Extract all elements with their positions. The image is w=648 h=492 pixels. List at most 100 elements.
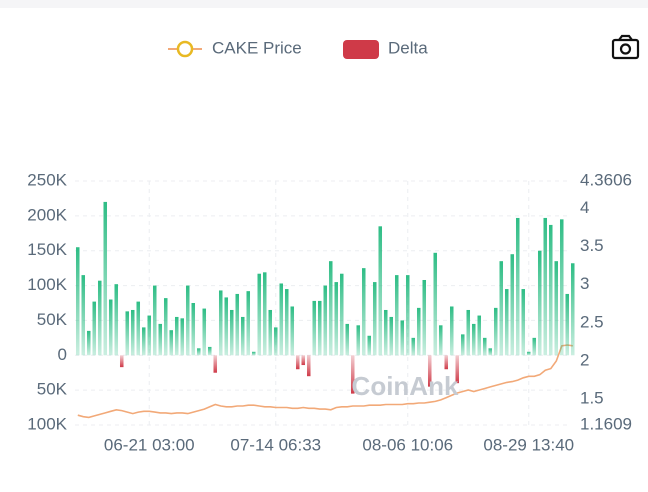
bar <box>273 327 278 356</box>
bar <box>180 318 185 356</box>
bar <box>570 263 575 356</box>
bar <box>224 297 229 356</box>
bar <box>75 247 80 356</box>
bar <box>114 284 119 356</box>
bar <box>532 337 537 356</box>
bar <box>444 355 449 370</box>
bar <box>174 316 179 356</box>
bar <box>554 261 559 356</box>
y2-tick-label: 3 <box>580 274 589 293</box>
bar <box>433 252 438 356</box>
bar <box>251 351 256 356</box>
bar <box>317 300 322 356</box>
bar <box>367 335 372 356</box>
bar <box>372 282 377 356</box>
bar <box>279 283 284 356</box>
legend: CAKE Price Delta <box>168 38 428 59</box>
bar <box>185 285 190 356</box>
bar <box>504 289 509 356</box>
bar <box>389 316 394 356</box>
bar <box>284 289 289 356</box>
y-tick-label: 250K <box>27 170 67 189</box>
bar <box>290 306 295 356</box>
bar <box>103 201 108 356</box>
legend-label: CAKE Price <box>212 38 302 57</box>
bar <box>449 306 454 356</box>
bar <box>152 285 157 356</box>
bar <box>246 291 251 356</box>
bar <box>499 261 504 356</box>
y-tick-label: 100K <box>27 414 67 433</box>
y-tick-label: 150K <box>27 240 67 259</box>
x-tick-label: 08-29 13:40 <box>483 435 574 454</box>
bar <box>515 217 520 356</box>
y-tick-label: 0 <box>58 345 67 364</box>
bar <box>130 309 135 356</box>
bar <box>427 355 432 387</box>
y2-tick-label: 4 <box>580 198 589 217</box>
bar <box>350 355 355 394</box>
y2-tick-label: 4.3606 <box>580 170 632 189</box>
bar <box>345 323 350 356</box>
bar <box>97 280 102 356</box>
bar <box>559 219 564 356</box>
bar <box>471 323 476 356</box>
bar <box>86 330 91 356</box>
y2-tick-label: 1.5 <box>580 389 604 408</box>
bar <box>169 330 174 356</box>
bar <box>356 325 361 356</box>
bar <box>416 307 421 356</box>
bar <box>81 275 86 356</box>
y2-tick-label: 1.1609 <box>580 414 632 433</box>
bar <box>438 325 443 356</box>
bar <box>235 293 240 356</box>
bar <box>488 348 493 356</box>
bar <box>141 327 146 356</box>
bar <box>202 308 207 356</box>
bar <box>460 334 465 356</box>
bar <box>125 311 130 356</box>
bar <box>339 273 344 356</box>
bar <box>268 309 273 356</box>
legend-marker <box>176 40 194 58</box>
bar <box>323 285 328 356</box>
bar <box>240 316 245 356</box>
bar <box>361 268 366 356</box>
y2-tick-label: 2 <box>580 350 589 369</box>
watermark: CoinAnk <box>352 371 459 401</box>
bar <box>383 309 388 356</box>
bar <box>510 254 515 356</box>
bar <box>92 301 97 356</box>
bar <box>543 217 548 356</box>
bar <box>158 323 163 356</box>
legend-swatch <box>343 40 379 59</box>
bar <box>482 337 487 356</box>
bar <box>455 355 460 384</box>
bar <box>411 337 416 356</box>
bar <box>191 303 196 356</box>
price-line <box>77 344 573 419</box>
y2-tick-label: 3.5 <box>580 236 604 255</box>
bar <box>257 273 262 356</box>
legend-label: Delta <box>388 38 428 57</box>
bar <box>306 355 311 377</box>
camera-icon[interactable] <box>611 34 640 60</box>
bar <box>207 346 212 356</box>
y-tick-label: 200K <box>27 205 67 224</box>
bar <box>400 320 405 356</box>
bar <box>565 293 570 356</box>
bar <box>493 307 498 356</box>
bar <box>334 282 339 356</box>
bar <box>405 275 410 356</box>
bar <box>108 299 113 356</box>
bar <box>548 224 553 356</box>
bar <box>163 298 168 356</box>
y-tick-label: 50K <box>37 380 68 399</box>
bar <box>312 300 317 356</box>
bar <box>262 272 267 356</box>
bar <box>295 355 300 370</box>
y2-tick-label: 2.5 <box>580 312 604 331</box>
bar <box>466 309 471 356</box>
x-tick-label: 06-21 03:00 <box>104 435 195 454</box>
